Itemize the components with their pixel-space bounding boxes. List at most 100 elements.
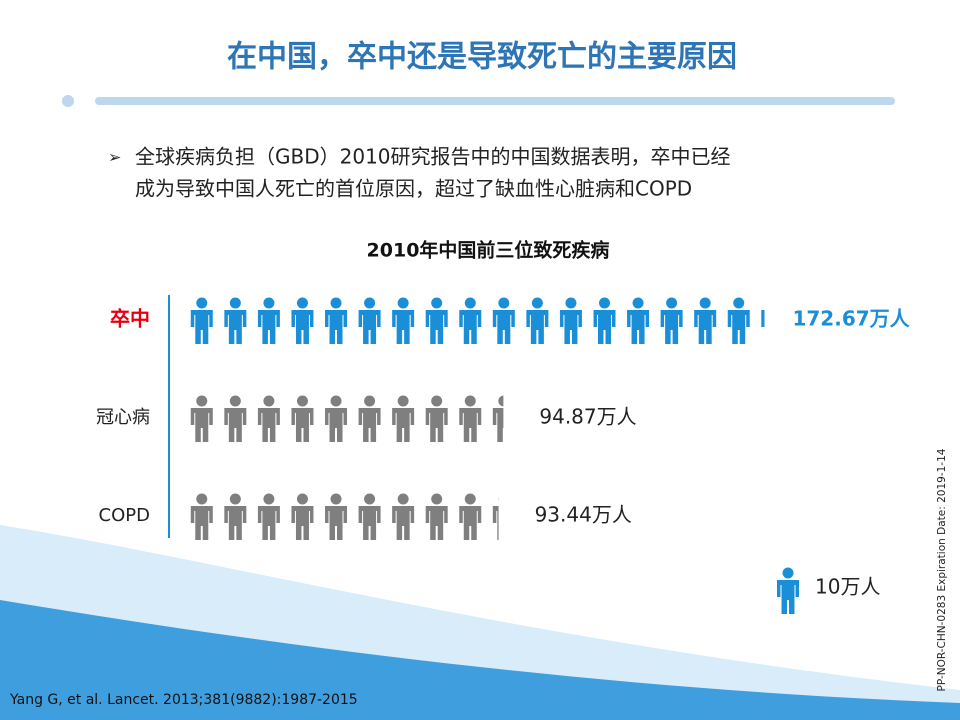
doc-code: PP-NOR-CHN-0283 Expiration Date: 2019-1-… bbox=[936, 448, 948, 691]
icon-body bbox=[392, 506, 415, 540]
icon-head bbox=[464, 297, 476, 309]
person-icon bbox=[392, 395, 415, 442]
icon-body bbox=[559, 310, 582, 344]
icon-body bbox=[190, 310, 213, 344]
wave-dark bbox=[0, 600, 960, 720]
icon-body bbox=[190, 408, 213, 442]
icon-head bbox=[263, 395, 275, 407]
person-icon bbox=[291, 493, 314, 540]
icon-body bbox=[492, 506, 499, 540]
person-icon bbox=[190, 297, 213, 344]
person-icon bbox=[593, 297, 616, 344]
icon-head bbox=[733, 297, 745, 309]
icon-head bbox=[431, 297, 443, 309]
icon-body bbox=[190, 506, 213, 540]
person-icon bbox=[392, 493, 415, 540]
icon-body bbox=[526, 310, 549, 344]
icon-head bbox=[196, 297, 208, 309]
icon-head bbox=[531, 297, 543, 309]
legend-icon bbox=[777, 567, 799, 614]
category-label: 冠心病 bbox=[96, 407, 150, 428]
icon-head bbox=[464, 395, 476, 407]
person-icon bbox=[358, 297, 381, 344]
pictograph-row bbox=[190, 297, 765, 344]
icon-head bbox=[229, 395, 241, 407]
bullet-text: 成为导致中国人死亡的首位原因，超过了缺血性心脏病和COPD bbox=[135, 177, 692, 201]
category-label: 卒中 bbox=[110, 307, 150, 331]
person-icon bbox=[358, 493, 381, 540]
person-icon bbox=[492, 395, 504, 442]
icon-head bbox=[464, 493, 476, 505]
icon-body bbox=[425, 408, 448, 442]
icon-head bbox=[196, 493, 208, 505]
icon-head bbox=[229, 297, 241, 309]
category-label: COPD bbox=[99, 505, 150, 526]
icon-body bbox=[358, 506, 381, 540]
icon-body bbox=[727, 310, 750, 344]
person-icon bbox=[727, 297, 750, 344]
person-icon bbox=[492, 297, 515, 344]
value-label: 94.87万人 bbox=[539, 405, 636, 429]
person-icon bbox=[660, 297, 683, 344]
icon-head bbox=[498, 395, 504, 407]
person-icon bbox=[627, 297, 650, 344]
icon-body bbox=[627, 310, 650, 344]
value-label: 172.67万人 bbox=[792, 307, 910, 331]
icon-head bbox=[397, 297, 409, 309]
icon-head bbox=[330, 297, 342, 309]
icon-body bbox=[224, 408, 247, 442]
slide-title: 在中国，卒中还是导致死亡的主要原因 bbox=[227, 40, 737, 75]
icon-head bbox=[364, 493, 376, 505]
icon-head bbox=[431, 493, 443, 505]
icon-head bbox=[666, 297, 678, 309]
icon-head bbox=[330, 395, 342, 407]
person-icon bbox=[257, 297, 280, 344]
icon-body bbox=[392, 408, 415, 442]
icon-body bbox=[325, 506, 348, 540]
person-icon bbox=[559, 297, 582, 344]
deco-dot bbox=[62, 95, 74, 107]
person-icon bbox=[761, 310, 765, 327]
person-icon bbox=[425, 493, 448, 540]
person-icon bbox=[224, 297, 247, 344]
person-icon bbox=[190, 395, 213, 442]
icon-body bbox=[358, 408, 381, 442]
pictograph-row bbox=[190, 395, 504, 442]
person-icon bbox=[224, 493, 247, 540]
icon-head bbox=[296, 395, 308, 407]
icon-head bbox=[263, 297, 275, 309]
value-label: 93.44万人 bbox=[535, 503, 632, 527]
icon-body bbox=[257, 408, 280, 442]
bullet-text: 全球疾病负担（GBD）2010研究报告中的中国数据表明，卒中已经 bbox=[135, 145, 731, 169]
person-icon bbox=[526, 297, 549, 344]
icon-body bbox=[257, 506, 280, 540]
pictograph-row bbox=[190, 493, 499, 540]
person-icon bbox=[325, 395, 348, 442]
person-icon bbox=[777, 567, 799, 614]
icon-body bbox=[291, 408, 314, 442]
icon-head bbox=[498, 497, 499, 501]
icon-body bbox=[459, 506, 482, 540]
person-icon bbox=[425, 395, 448, 442]
person-icon bbox=[459, 493, 482, 540]
icon-body bbox=[777, 580, 799, 614]
icon-head bbox=[229, 493, 241, 505]
person-icon bbox=[190, 493, 213, 540]
icon-body bbox=[660, 310, 683, 344]
icon-head bbox=[296, 297, 308, 309]
icon-body bbox=[291, 506, 314, 540]
icon-head bbox=[364, 395, 376, 407]
person-icon bbox=[459, 297, 482, 344]
icon-head bbox=[364, 297, 376, 309]
person-icon bbox=[392, 297, 415, 344]
person-icon bbox=[291, 395, 314, 442]
person-icon bbox=[257, 493, 280, 540]
icon-body bbox=[358, 310, 381, 344]
person-icon bbox=[358, 395, 381, 442]
icon-body bbox=[593, 310, 616, 344]
legend-label: 10万人 bbox=[815, 575, 880, 599]
deco-bar bbox=[95, 97, 895, 105]
icon-head bbox=[196, 395, 208, 407]
person-icon bbox=[325, 493, 348, 540]
